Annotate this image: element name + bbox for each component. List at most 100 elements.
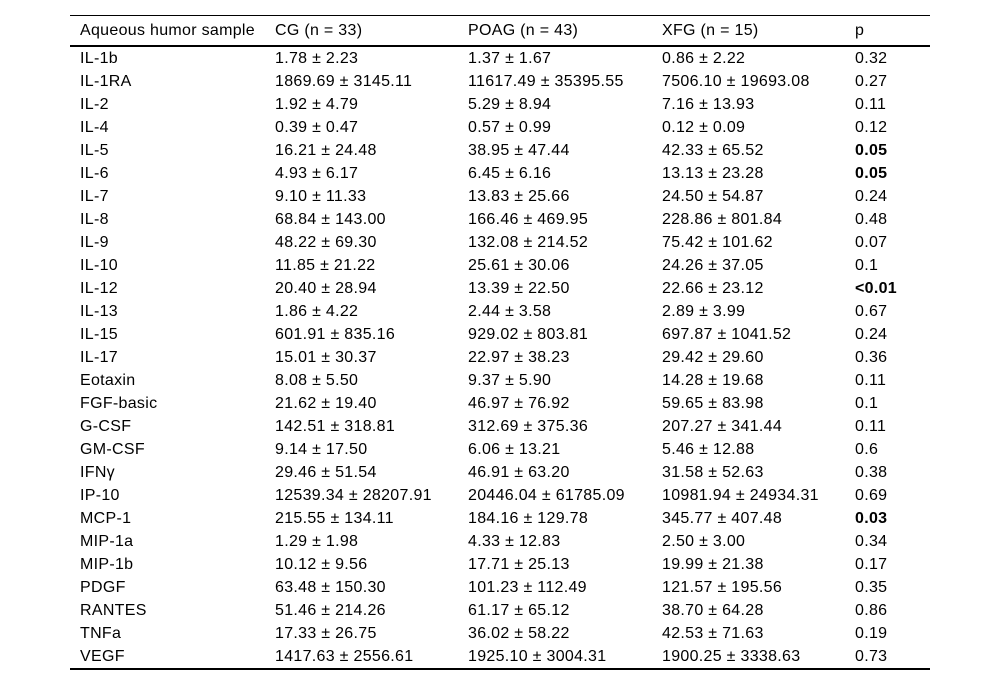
xfg-value: 24.50 ± 54.87 <box>662 187 764 205</box>
poag-value: 4.33 ± 12.83 <box>468 532 561 550</box>
cg-value: 215.55 ± 134.11 <box>275 509 394 527</box>
table-row: IL-5 16.21 ± 24.48 38.95 ± 47.44 42.33 ± 65… <box>70 139 930 162</box>
p-value: 0.35 <box>855 578 888 596</box>
xfg-value: 5.46 ± 12.88 <box>662 440 755 458</box>
poag-value: 46.91 ± 63.20 <box>468 463 570 481</box>
p-value: 0.12 <box>855 118 888 136</box>
row-label: IFNγ <box>80 463 115 481</box>
row-label: MIP-1b <box>80 555 134 573</box>
row-label: TNFa <box>80 624 122 642</box>
table-row: IL-4 0.39 ± 0.47 0.57 ± 0.99 0.12 ± 0.09 0.1… <box>70 116 930 139</box>
table-row: TNFa 17.33 ± 26.75 36.02 ± 58.22 42.53 ± 71… <box>70 622 930 645</box>
poag-value: 61.17 ± 65.12 <box>468 601 570 619</box>
table-row: IL-8 68.84 ± 143.00 166.46 ± 469.95 228.86 … <box>70 208 930 231</box>
xfg-value: 42.33 ± 65.52 <box>662 141 764 159</box>
cg-value: 15.01 ± 30.37 <box>275 348 377 366</box>
row-label: VEGF <box>80 647 125 665</box>
poag-value: 38.95 ± 47.44 <box>468 141 570 159</box>
header-xfg: XFG (n = 15) <box>662 15 855 47</box>
xfg-value: 13.13 ± 23.28 <box>662 164 764 182</box>
poag-value: 17.71 ± 25.13 <box>468 555 570 573</box>
header-p: p <box>855 15 930 47</box>
xfg-value: 121.57 ± 195.56 <box>662 578 783 596</box>
poag-value: 22.97 ± 38.23 <box>468 348 570 366</box>
row-label: IL-1b <box>80 49 118 67</box>
xfg-value: 42.53 ± 71.63 <box>662 624 764 642</box>
p-value: 0.48 <box>855 210 888 228</box>
xfg-value: 22.66 ± 23.12 <box>662 279 764 297</box>
poag-value: 2.44 ± 3.58 <box>468 302 552 320</box>
poag-value: 25.61 ± 30.06 <box>468 256 570 274</box>
p-value: 0.24 <box>855 325 888 343</box>
p-value: 0.27 <box>855 72 888 90</box>
cg-value: 63.48 ± 150.30 <box>275 578 386 596</box>
row-label: PDGF <box>80 578 126 596</box>
row-label: IL-8 <box>80 210 109 228</box>
cg-value: 9.10 ± 11.33 <box>275 187 367 205</box>
table-row: IL-15 601.91 ± 835.16 929.02 ± 803.81 697.8… <box>70 323 930 346</box>
cg-value: 12539.34 ± 28207.91 <box>275 486 432 504</box>
poag-value: 6.06 ± 13.21 <box>468 440 561 458</box>
table-row: Eotaxin 8.08 ± 5.50 9.37 ± 5.90 14.28 ± 19.… <box>70 369 930 392</box>
poag-value: 312.69 ± 375.36 <box>468 417 589 435</box>
table-row: G-CSF 142.51 ± 318.81 312.69 ± 375.36 207.2… <box>70 415 930 438</box>
table-row: IL-10 11.85 ± 21.22 25.61 ± 30.06 24.26 ± 3… <box>70 254 930 277</box>
xfg-value: 228.86 ± 801.84 <box>662 210 783 228</box>
cg-value: 1417.63 ± 2556.61 <box>275 647 414 665</box>
header-cg: CG (n = 33) <box>275 15 468 47</box>
table-row: IL-1RA 1869.69 ± 3145.11 11617.49 ± 35395.… <box>70 70 930 93</box>
xfg-value: 7.16 ± 13.93 <box>662 95 755 113</box>
cg-value: 20.40 ± 28.94 <box>275 279 377 297</box>
p-value: 0.36 <box>855 348 888 366</box>
table-row: IL-13 1.86 ± 4.22 2.44 ± 3.58 2.89 ± 3.99 0.… <box>70 300 930 323</box>
cg-value: 11.85 ± 21.22 <box>275 256 376 274</box>
p-value: 0.11 <box>855 417 887 435</box>
row-label: IL-13 <box>80 302 118 320</box>
poag-value: 46.97 ± 76.92 <box>468 394 570 412</box>
row-label: MIP-1a <box>80 532 134 550</box>
row-label: MCP-1 <box>80 509 132 527</box>
xfg-value: 0.86 ± 2.22 <box>662 49 746 67</box>
poag-value: 9.37 ± 5.90 <box>468 371 552 389</box>
p-value: 0.03 <box>855 509 888 527</box>
row-label: IL-5 <box>80 141 109 159</box>
xfg-value: 59.65 ± 83.98 <box>662 394 764 412</box>
poag-value: 1925.10 ± 3004.31 <box>468 647 607 665</box>
table-row: PDGF 63.48 ± 150.30 101.23 ± 112.49 121.57 … <box>70 576 930 599</box>
p-value: 0.05 <box>855 164 888 182</box>
table-row: IFNγ 29.46 ± 51.54 46.91 ± 63.20 31.58 ± 52… <box>70 461 930 484</box>
row-label: G-CSF <box>80 417 132 435</box>
table-row: VEGF 1417.63 ± 2556.61 1925.10 ± 3004.31 19… <box>70 645 930 669</box>
xfg-value: 7506.10 ± 19693.08 <box>662 72 810 90</box>
table-row: GM-CSF 9.14 ± 17.50 6.06 ± 13.21 5.46 ± 12.… <box>70 438 930 461</box>
table-row: RANTES 51.46 ± 214.26 61.17 ± 65.12 38.70 ±… <box>70 599 930 622</box>
xfg-value: 29.42 ± 29.60 <box>662 348 764 366</box>
xfg-value: 0.12 ± 0.09 <box>662 118 746 136</box>
row-label: FGF-basic <box>80 394 158 412</box>
row-label: IL-6 <box>80 164 109 182</box>
row-label: IL-10 <box>80 256 118 274</box>
row-label: IL-9 <box>80 233 109 251</box>
row-label: IL-12 <box>80 279 118 297</box>
row-label: IL-17 <box>80 348 118 366</box>
poag-value: 13.83 ± 25.66 <box>468 187 570 205</box>
p-value: 0.38 <box>855 463 888 481</box>
xfg-value: 14.28 ± 19.68 <box>662 371 764 389</box>
xfg-value: 38.70 ± 64.28 <box>662 601 764 619</box>
cg-value: 0.39 ± 0.47 <box>275 118 359 136</box>
cg-value: 16.21 ± 24.48 <box>275 141 377 159</box>
table-row: IL-6 4.93 ± 6.17 6.45 ± 6.16 13.13 ± 23.28 0… <box>70 162 930 185</box>
xfg-value: 697.87 ± 1041.52 <box>662 325 792 343</box>
xfg-value: 10981.94 ± 24934.31 <box>662 486 819 504</box>
cg-value: 601.91 ± 835.16 <box>275 325 396 343</box>
xfg-value: 1900.25 ± 3338.63 <box>662 647 801 665</box>
poag-value: 13.39 ± 22.50 <box>468 279 570 297</box>
table-row: IP-10 12539.34 ± 28207.91 20446.04 ± 61785… <box>70 484 930 507</box>
poag-value: 6.45 ± 6.16 <box>468 164 552 182</box>
header-sample: Aqueous humor sample <box>70 15 275 47</box>
p-value: 0.11 <box>855 95 887 113</box>
poag-value: 20446.04 ± 61785.09 <box>468 486 625 504</box>
cg-value: 1.86 ± 4.22 <box>275 302 359 320</box>
p-value: 0.67 <box>855 302 888 320</box>
poag-value: 5.29 ± 8.94 <box>468 95 552 113</box>
